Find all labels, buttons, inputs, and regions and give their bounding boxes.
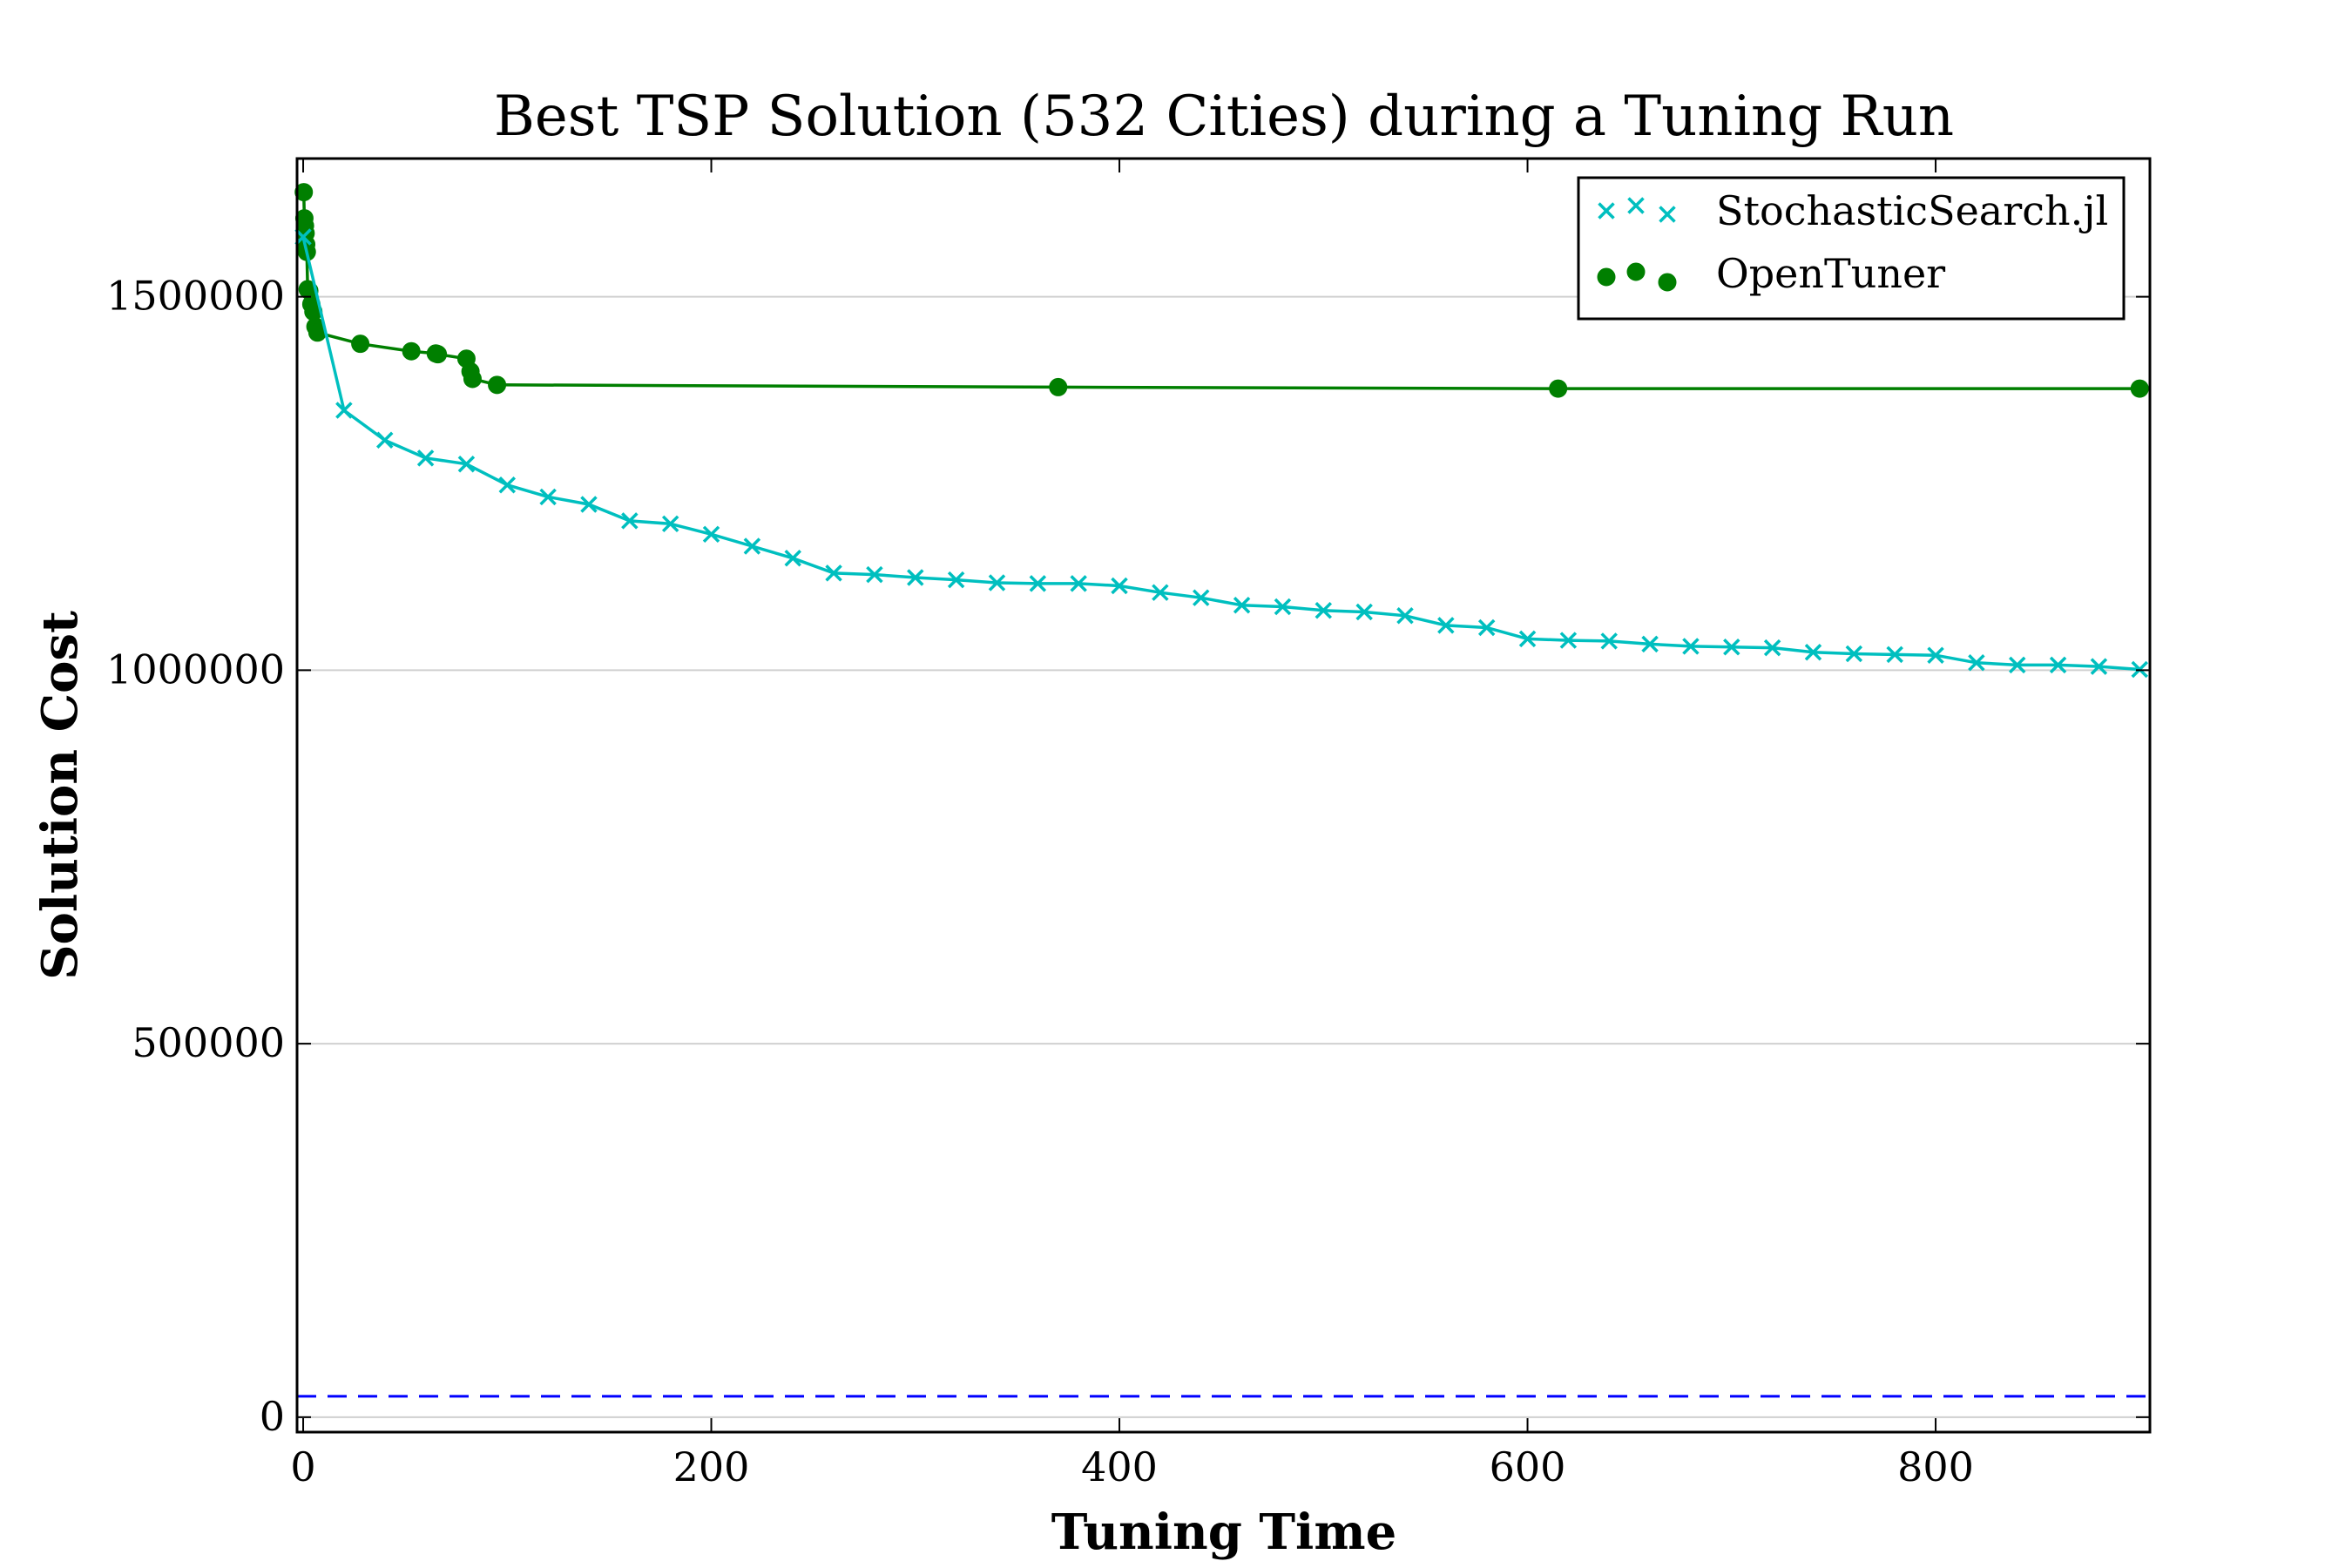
data-point [1886, 645, 1903, 664]
y-axis-label: Solution Cost [31, 611, 89, 980]
data-point [498, 476, 517, 494]
legend-label: OpenTuner [1716, 250, 1945, 297]
data-point [784, 550, 801, 567]
data-point [1049, 377, 1068, 396]
data-point [907, 569, 924, 586]
data-point [1845, 645, 1863, 663]
legend-marker [1597, 267, 1616, 287]
x-tick-label: 800 [1897, 1443, 1974, 1490]
data-point [702, 525, 720, 544]
data-point [1152, 584, 1169, 601]
data-point [2090, 658, 2108, 675]
data-point [1192, 589, 1210, 606]
data-point [1437, 617, 1455, 634]
data-point [402, 341, 421, 361]
data-point [1355, 603, 1373, 621]
data-point [1274, 598, 1292, 616]
data-point [1600, 632, 1618, 650]
data-point [866, 565, 883, 584]
x-tick-label: 400 [1081, 1443, 1158, 1490]
legend: StochasticSearch.jl OpenTuner [1577, 176, 2126, 321]
data-point [539, 488, 557, 506]
legend-marker [1658, 273, 1677, 292]
series-line [301, 236, 2140, 672]
data-point [1804, 644, 1822, 661]
data-point [375, 431, 394, 449]
y-tick-label: 0 [260, 1393, 285, 1440]
data-point [1518, 630, 1537, 648]
series-group [294, 183, 2149, 679]
data-point [429, 345, 448, 364]
legend-marker [1598, 202, 1615, 220]
plot-frame [295, 157, 2152, 1434]
y-tick-label: 500000 [132, 1019, 285, 1066]
legend-marker [1659, 206, 1676, 223]
data-point [1968, 654, 1985, 672]
data-point [1477, 618, 1496, 637]
data-point [1070, 575, 1087, 592]
data-point [457, 455, 476, 473]
data-point [294, 183, 314, 202]
data-point [947, 571, 965, 589]
data-point [743, 537, 761, 555]
data-point [2049, 656, 2067, 674]
data-point [1641, 635, 1659, 653]
y-tick-label: 1500000 [106, 273, 285, 320]
legend-marker [1627, 197, 1645, 214]
chart-title: Best TSP Solution (532 Cities) during a … [494, 84, 1954, 149]
data-point [1559, 632, 1578, 649]
data-point [416, 449, 435, 467]
y-tick-label: 1000000 [106, 645, 285, 693]
ticks: 0 500000 1000000 1500000 0 200 400 600 800 [106, 159, 2150, 1490]
data-point [463, 369, 482, 389]
data-point [1763, 639, 1781, 657]
data-point [488, 375, 507, 395]
grid [297, 295, 2150, 1418]
data-point [1315, 602, 1333, 619]
data-point [335, 402, 353, 419]
legend-marker [1626, 262, 1646, 281]
x-tick-label: 200 [673, 1443, 750, 1490]
data-point [1723, 639, 1740, 656]
data-point [1029, 575, 1047, 592]
data-point [1233, 597, 1251, 614]
data-point [988, 574, 1006, 591]
data-point [1927, 646, 1944, 664]
x-tick-label: 600 [1490, 1443, 1566, 1490]
legend-label: StochasticSearch.jl [1716, 187, 2108, 234]
data-point [621, 512, 639, 530]
data-point [2008, 656, 2026, 674]
x-tick-label: 0 [290, 1443, 315, 1490]
legend-box [1577, 176, 2126, 321]
data-point [1549, 379, 1568, 398]
data-point [1682, 638, 1700, 655]
legend-entries: StochasticSearch.jl OpenTuner [1597, 187, 2108, 297]
data-point [661, 515, 679, 533]
x-axis-label: Tuning Time [1051, 1504, 1396, 1561]
data-point [351, 335, 370, 354]
data-point [2130, 379, 2149, 398]
data-point [580, 496, 598, 513]
data-point [825, 564, 842, 582]
data-point [1396, 607, 1414, 625]
data-point [1111, 577, 1128, 595]
